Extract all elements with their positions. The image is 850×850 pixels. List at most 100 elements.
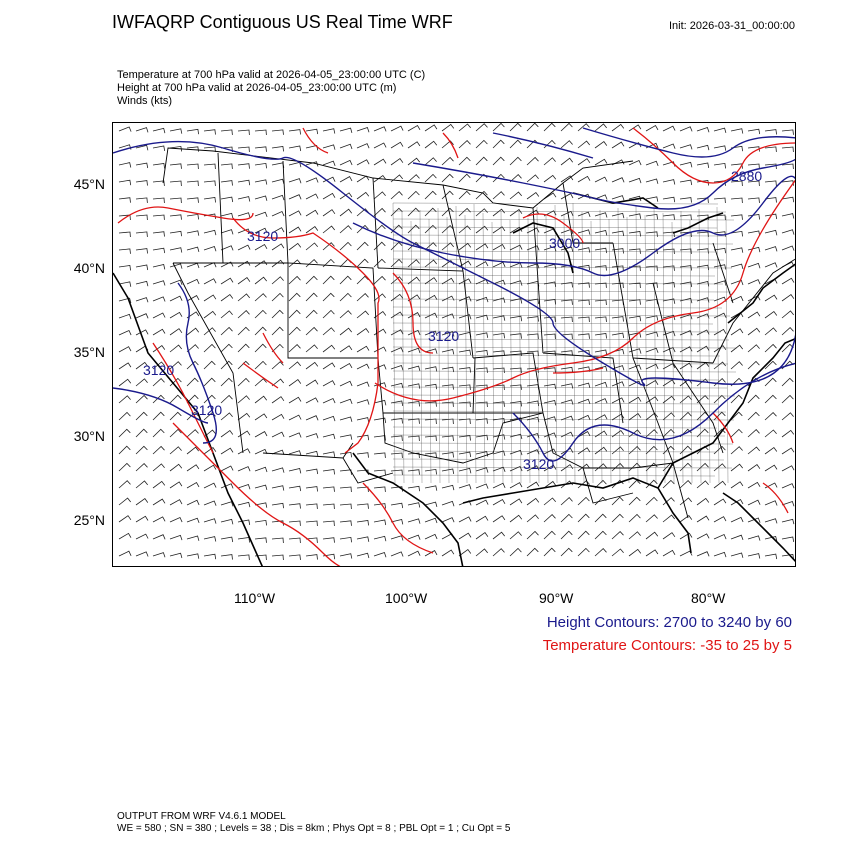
county-boundaries	[392, 202, 738, 484]
wind-barb	[441, 384, 454, 390]
wind-barb	[492, 450, 506, 456]
wind-barb	[186, 517, 200, 524]
wind-barb	[594, 430, 608, 438]
wind-barb	[254, 227, 268, 234]
wind-barb	[645, 248, 658, 255]
wind-barb	[288, 379, 302, 387]
wind-barb	[135, 411, 148, 421]
wind-barb	[271, 361, 284, 370]
wind-barb	[441, 156, 454, 166]
wind-barb	[356, 520, 369, 526]
wind-barb	[237, 277, 251, 285]
wind-barb	[577, 431, 591, 438]
wind-barb	[730, 279, 744, 286]
wind-barb	[458, 331, 472, 338]
wind-barb	[152, 312, 166, 319]
wind-barb	[764, 246, 778, 252]
wind-barb	[288, 414, 302, 421]
wind-barb	[271, 178, 285, 185]
wind-barb	[611, 230, 625, 237]
wind-barb	[237, 179, 251, 186]
wind-barb	[628, 364, 642, 370]
wind-barb	[424, 517, 438, 524]
wind-barb	[611, 212, 625, 219]
wind-barb	[305, 450, 319, 457]
wind-barb	[271, 309, 284, 319]
wind-barb	[169, 128, 183, 134]
wind-barb	[730, 197, 743, 204]
wind-barb	[424, 452, 437, 458]
wind-barb	[322, 380, 336, 387]
wind-barb	[662, 179, 676, 185]
wind-barb	[186, 213, 199, 220]
wind-barb	[781, 129, 794, 135]
wind-barb	[509, 531, 522, 540]
wind-barb	[475, 499, 489, 506]
wind-barb	[543, 432, 557, 438]
wind-barb	[203, 229, 217, 236]
wind-barb	[271, 210, 285, 217]
wind-barb	[118, 329, 132, 336]
wind-barb	[169, 230, 182, 237]
wind-barb	[492, 243, 506, 251]
wind-barb	[543, 210, 557, 217]
wind-barb	[509, 514, 523, 523]
wind-barb	[305, 415, 319, 421]
wind-barb	[373, 469, 386, 476]
wind-barb	[509, 262, 523, 268]
wind-barb	[441, 313, 455, 319]
wind-barb	[628, 213, 642, 219]
wind-barb	[169, 552, 183, 559]
wind-barb	[475, 208, 488, 217]
wind-barb	[254, 484, 268, 491]
wind-barb	[764, 360, 777, 370]
wind-barb	[526, 280, 540, 287]
wind-barb	[305, 177, 319, 183]
wind-barb	[441, 123, 455, 132]
wind-barb	[356, 293, 369, 302]
wind-barb	[781, 277, 795, 285]
wind-barb	[645, 231, 658, 237]
wind-barb	[781, 310, 795, 319]
wind-barb	[118, 532, 132, 540]
wind-barb	[781, 429, 795, 438]
wind-barb	[135, 378, 148, 387]
wind-barb	[628, 195, 642, 202]
wind-barb	[679, 330, 693, 336]
wind-barb	[764, 429, 777, 438]
wind-barb	[730, 295, 744, 302]
wind-barb	[645, 396, 659, 404]
wind-barb	[322, 451, 336, 457]
wind-barb	[169, 516, 183, 523]
wind-barb	[288, 326, 301, 336]
wind-barb	[492, 531, 506, 540]
wind-barb	[492, 297, 506, 303]
wind-barb	[186, 246, 200, 253]
wind-barb	[594, 123, 608, 132]
wind-barb	[594, 230, 608, 236]
wind-barb	[424, 485, 438, 491]
wind-barb	[237, 430, 251, 438]
wind-barb	[628, 231, 641, 237]
wind-barb	[118, 428, 131, 438]
wind-barb	[628, 124, 642, 132]
wind-barb	[169, 411, 182, 421]
wind-barb	[220, 394, 233, 404]
wind-barb	[492, 350, 505, 356]
wind-barb	[645, 315, 659, 321]
wind-barb	[441, 190, 454, 200]
wind-barb	[543, 464, 557, 472]
wind-barb	[628, 177, 642, 184]
wind-barb	[356, 159, 370, 166]
wind-barb	[135, 463, 148, 472]
model-footer: OUTPUT FROM WRF V4.6.1 MODEL	[117, 811, 286, 822]
wind-barb	[526, 481, 540, 489]
wind-barb	[237, 326, 250, 336]
wind-barb	[611, 496, 624, 506]
wind-barb	[373, 126, 387, 132]
wind-barb	[254, 537, 267, 543]
wind-barb	[152, 516, 166, 523]
wind-barb	[339, 553, 353, 559]
wind-barb	[645, 178, 659, 184]
wind-barb	[237, 412, 251, 421]
